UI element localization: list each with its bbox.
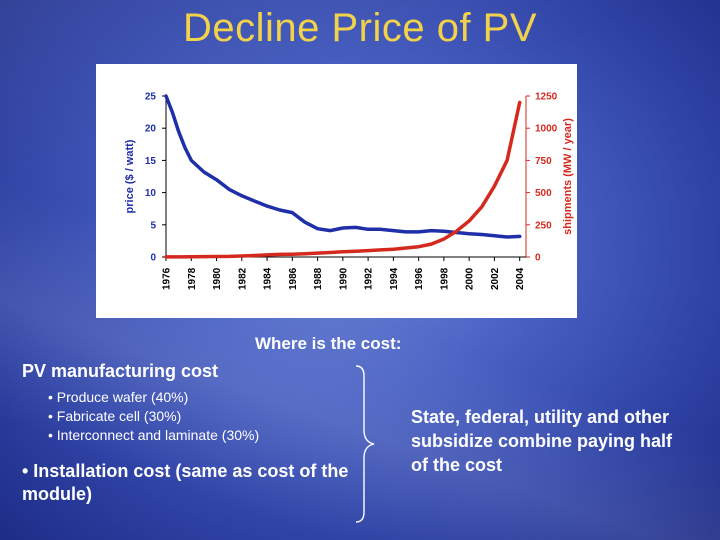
slide-title: Decline Price of PV <box>182 6 538 50</box>
price-series-line <box>164 94 522 239</box>
x-tick-label: 1980 <box>212 267 223 290</box>
y-axis-right-title: shipments (MW / year) <box>562 118 574 235</box>
shipments-series-line <box>164 100 522 259</box>
x-tick-label: 1986 <box>288 267 299 290</box>
y-left-tick-label: 25 <box>145 92 157 103</box>
x-tick-label: 1976 <box>162 267 173 290</box>
x-tick-label: 2004 <box>515 267 526 290</box>
right-brace <box>355 365 375 523</box>
y-right-tick-label: 0 <box>535 253 541 264</box>
y-right-tick-label: 1000 <box>535 124 558 135</box>
cost-heading: Where is the cost: <box>255 334 402 353</box>
installation-cost-text: • Installation cost (same as cost of the… <box>22 461 349 504</box>
y-left-tick-label: 5 <box>150 220 156 231</box>
y-left-tick-label: 10 <box>145 188 157 199</box>
manufacturing-list: • Produce wafer (40%) • Fabricate cell (… <box>48 388 259 445</box>
manufacturing-item-wafer: • Produce wafer (40%) <box>48 389 189 405</box>
y-right-tick-label: 1250 <box>535 92 558 103</box>
y-right-tick-label: 500 <box>535 188 552 199</box>
y-right-tick-label: 250 <box>535 220 552 231</box>
y-left-tick-label: 20 <box>145 124 157 135</box>
x-tick-label: 1990 <box>338 267 349 290</box>
chart-panel: 25 20 15 10 5 0 1250 1000 750 500 250 0 1976 1978 1980… <box>96 64 577 318</box>
y-right-tick-label: 750 <box>535 156 552 167</box>
x-tick-label: 1978 <box>187 267 198 290</box>
x-tick-label: 1984 <box>263 267 274 290</box>
x-tick-label: 2000 <box>465 267 476 290</box>
y-left-tick-label: 0 <box>150 253 156 264</box>
manufacturing-heading: PV manufacturing cost <box>22 361 219 381</box>
price-shipments-chart: 25 20 15 10 5 0 1250 1000 750 500 250 0 1976 1978 1980… <box>124 92 574 291</box>
y-axis-left-title: price ($ / watt) <box>124 139 136 213</box>
chart-labels: 25 20 15 10 5 0 1250 1000 750 500 250 0 1976 1978 1980… <box>124 92 574 291</box>
x-tick-label: 1982 <box>237 267 248 290</box>
x-tick-label: 1994 <box>389 267 400 290</box>
x-tick-label: 2002 <box>490 267 501 290</box>
x-tick-label: 1992 <box>364 267 375 290</box>
chart-series <box>164 94 522 259</box>
y-left-tick-label: 15 <box>145 156 157 167</box>
subsidy-text: State, federal, utility and other subsid… <box>411 407 673 475</box>
x-tick-label: 1998 <box>439 267 450 290</box>
manufacturing-item-cell: • Fabricate cell (30%) <box>48 408 182 424</box>
x-tick-label: 1996 <box>414 267 425 290</box>
x-tick-label: 1988 <box>313 267 324 290</box>
manufacturing-item-laminate: • Interconnect and laminate (30%) <box>48 427 260 443</box>
